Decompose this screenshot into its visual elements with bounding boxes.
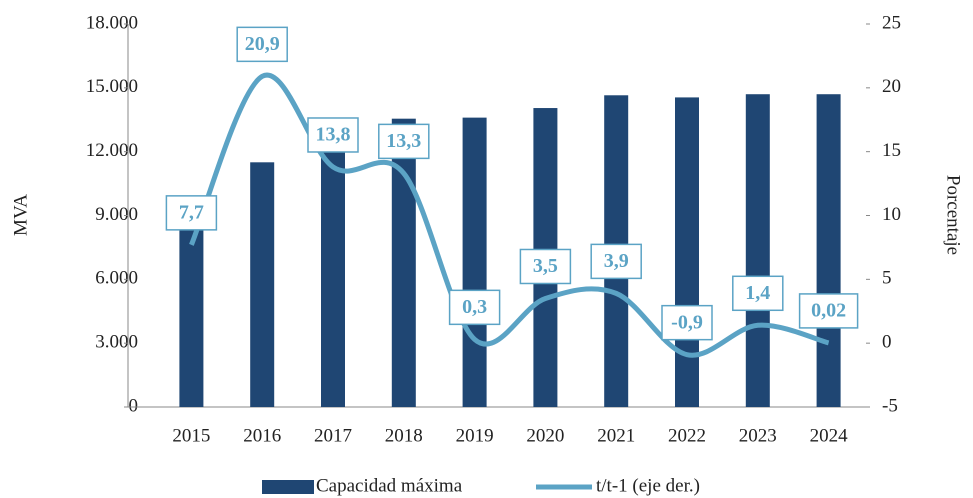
legend-label: t/t-1 (eje der.) <box>596 475 700 496</box>
value-label: 13,8 <box>316 124 351 146</box>
bar <box>462 117 487 407</box>
x-tick-label: 2023 <box>739 425 777 446</box>
value-label: 3,9 <box>604 250 629 272</box>
x-tick-label: 2015 <box>172 425 210 446</box>
value-label-box <box>307 117 359 153</box>
bar <box>816 94 841 407</box>
y-tick-label: 9.000 <box>95 204 138 225</box>
value-label-box <box>798 293 859 329</box>
y2-tick-label: 5 <box>882 268 892 289</box>
x-tick-label: 2021 <box>597 425 635 446</box>
y-tick-label: 3.000 <box>95 332 138 353</box>
value-label: 20,9 <box>245 33 280 55</box>
y2-tick-label: 0 <box>882 332 892 353</box>
value-label-box <box>661 304 713 341</box>
value-label: 7,7 <box>179 201 204 223</box>
bar <box>391 118 416 408</box>
value-label: 13,3 <box>386 130 421 152</box>
value-label-box <box>236 26 288 63</box>
x-tick-label: 2022 <box>668 425 706 446</box>
value-label-box <box>378 123 430 160</box>
y2-tick-label: 25 <box>882 12 901 33</box>
x-tick-label: 2016 <box>243 425 281 446</box>
y2-tick-label: -5 <box>882 395 898 416</box>
value-label-box <box>448 289 501 326</box>
value-label: 0,3 <box>462 296 487 318</box>
y2-tick-label: 15 <box>882 140 901 161</box>
value-label: 0,02 <box>811 300 846 322</box>
line <box>189 72 830 358</box>
legend-swatch <box>262 480 314 494</box>
value-label-box <box>590 243 642 280</box>
bar <box>179 204 204 407</box>
x-tick-label: 2019 <box>456 425 494 446</box>
value-label-box <box>732 275 784 312</box>
value-label: 1,4 <box>745 282 770 304</box>
bar <box>321 128 345 407</box>
y-tick-label: 0 <box>129 395 139 416</box>
legend-label: Capacidad máxima <box>316 475 463 496</box>
y2-tick-label: 20 <box>882 76 901 97</box>
y-axis-title: MVA <box>10 194 31 236</box>
x-tick-label: 2020 <box>526 425 564 446</box>
y-tick-label: 15.000 <box>86 76 138 97</box>
bar <box>250 162 275 407</box>
value-label: -0,9 <box>671 311 703 333</box>
y2-tick-label: 10 <box>882 204 901 225</box>
y-tick-label: 12.000 <box>86 140 138 161</box>
y-tick-label: 6.000 <box>95 268 138 289</box>
bar <box>675 97 699 408</box>
x-tick-label: 2018 <box>385 425 423 446</box>
x-tick-label: 2017 <box>314 425 352 446</box>
value-label-box <box>165 195 218 231</box>
y-tick-label: 18.000 <box>86 12 138 33</box>
value-label-box <box>519 248 572 285</box>
x-tick-label: 2024 <box>810 425 849 446</box>
value-label: 3,5 <box>533 255 558 277</box>
bar <box>745 94 770 407</box>
y2-axis-title: Porcentaje <box>943 175 964 255</box>
